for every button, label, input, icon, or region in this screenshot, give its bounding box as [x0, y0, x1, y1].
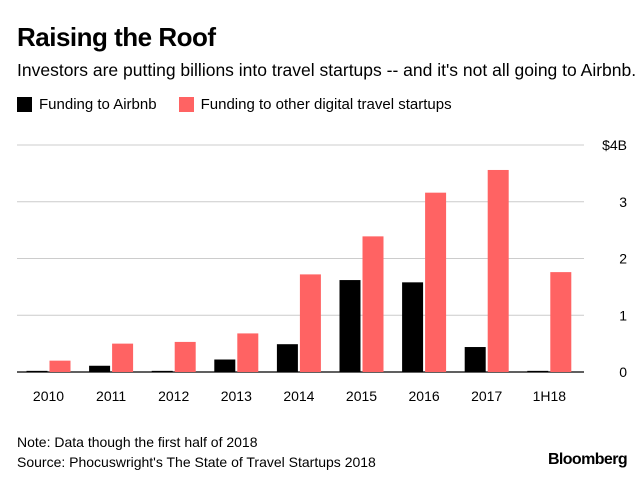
- y-tick-label: 1: [619, 307, 627, 323]
- legend-swatch-airbnb: [17, 97, 32, 112]
- bar-airbnb-2010: [26, 370, 48, 372]
- x-tick-label: 2015: [346, 388, 377, 404]
- bar-airbnb-2015: [339, 280, 361, 372]
- note-text: Note: Data though the first half of 2018: [17, 434, 258, 450]
- chart-subtitle: Investors are putting billions into trav…: [17, 60, 637, 80]
- bars: [26, 169, 572, 372]
- bar-airbnb-2016: [402, 282, 424, 372]
- chart-title: Raising the Roof: [17, 22, 216, 52]
- bar-airbnb-1H18: [527, 370, 549, 372]
- bar-airbnb-2012: [151, 370, 173, 372]
- bar-airbnb-2017: [464, 347, 486, 372]
- legend-label-other: Funding to other digital travel startups: [200, 96, 452, 113]
- bar-other-2012: [174, 341, 196, 372]
- bar-other-2016: [425, 192, 447, 372]
- x-tick-label: 2014: [283, 388, 314, 404]
- bar-other-2014: [299, 274, 321, 372]
- y-tick-label: 3: [619, 194, 627, 210]
- x-tick-label: 2011: [96, 388, 126, 404]
- x-tick-label: 2010: [33, 388, 64, 404]
- y-tick-label: 2: [619, 251, 627, 267]
- bar-other-2017: [487, 169, 509, 372]
- source-text: Source: Phocuswright's The State of Trav…: [17, 454, 376, 470]
- x-tick-label: 2017: [471, 388, 502, 404]
- legend-item-airbnb: Funding to Airbnb: [17, 96, 157, 113]
- y-tick-label: 0: [619, 364, 627, 380]
- x-tick-label: 2016: [409, 388, 440, 404]
- y-tick-label: $4B: [602, 137, 627, 153]
- x-tick-label: 2013: [221, 388, 252, 404]
- legend-label-airbnb: Funding to Airbnb: [39, 96, 157, 113]
- axis-labels: 0 1 2 3 $4B 2010 2011 2012 2013 2014 2015 2016 2017 1…: [33, 137, 627, 404]
- bar-airbnb-2013: [214, 359, 236, 372]
- legend-item-other: Funding to other digital travel startups: [178, 96, 452, 113]
- legend-swatch-other: [178, 97, 194, 112]
- bar-airbnb-2011: [89, 365, 111, 372]
- x-tick-label: 1H18: [533, 388, 567, 404]
- bar-other-2010: [49, 360, 71, 372]
- bar-other-2015: [362, 236, 384, 372]
- bar-airbnb-2014: [276, 344, 298, 372]
- legend: Funding to Airbnb Funding to other digit…: [17, 96, 474, 113]
- bar-other-2013: [237, 333, 259, 372]
- bar-other-1H18: [550, 272, 572, 372]
- bar-other-2011: [112, 343, 134, 372]
- footnote: Note: Data though the first half of 2018…: [17, 432, 376, 472]
- bloomberg-logo: Bloomberg: [547, 451, 628, 468]
- x-tick-label: 2012: [158, 388, 189, 404]
